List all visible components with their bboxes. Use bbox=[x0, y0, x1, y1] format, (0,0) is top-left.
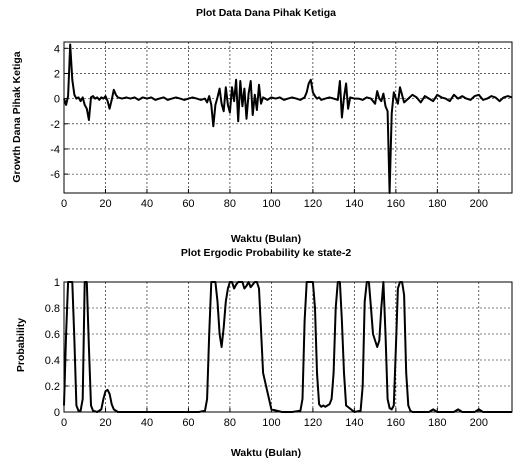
x-tick-label: 100 bbox=[262, 417, 280, 429]
y-tick-label: -4 bbox=[50, 144, 60, 156]
y-tick-label: 0.8 bbox=[45, 303, 60, 315]
x-tick-label: 80 bbox=[224, 198, 236, 210]
chart-title: Plot Ergodic Probability ke state-2 bbox=[181, 247, 352, 259]
y-axis-label: Growth Dana Pihak Ketiga bbox=[11, 51, 23, 182]
x-tick-label: 200 bbox=[470, 198, 488, 210]
x-tick-label: 0 bbox=[61, 417, 67, 429]
x-tick-label: 20 bbox=[99, 417, 111, 429]
x-axis-label: Waktu (Bulan) bbox=[231, 447, 301, 459]
x-tick-label: 120 bbox=[304, 198, 322, 210]
x-tick-label: 80 bbox=[224, 417, 236, 429]
x-tick-label: 200 bbox=[470, 417, 488, 429]
chart-title: Plot Data Dana Pihak Ketiga bbox=[196, 7, 336, 19]
x-tick-label: 140 bbox=[345, 198, 363, 210]
series-line bbox=[63, 43, 513, 194]
x-axis-label: Waktu (Bulan) bbox=[231, 233, 301, 245]
y-axis-label: Probability bbox=[15, 318, 27, 372]
x-tick-label: 60 bbox=[182, 417, 194, 429]
x-tick-label: 180 bbox=[428, 417, 446, 429]
x-tick-label: 40 bbox=[141, 198, 153, 210]
series-line bbox=[63, 281, 512, 413]
chart-ergodic-probability: Plot Ergodic Probability ke state-2 0 20 4… bbox=[15, 247, 513, 459]
y-tick-label: 0.4 bbox=[45, 355, 60, 367]
x-tick-label: 160 bbox=[387, 198, 405, 210]
y-tick-label: 1 bbox=[54, 277, 60, 289]
y-tick-label: -6 bbox=[50, 169, 60, 181]
plot-area-frame bbox=[63, 281, 513, 413]
x-tick-label: 120 bbox=[304, 417, 322, 429]
x-tick-label: 180 bbox=[428, 198, 446, 210]
x-tick-label: 100 bbox=[262, 198, 280, 210]
x-tick-label: 60 bbox=[182, 198, 194, 210]
y-tick-label: 0.6 bbox=[45, 329, 60, 341]
y-tick-label: 4 bbox=[54, 43, 60, 55]
x-tick-label: 0 bbox=[61, 198, 67, 210]
y-tick-label: 0.2 bbox=[45, 381, 60, 393]
y-tick-label: 2 bbox=[54, 68, 60, 80]
y-tick-label: -2 bbox=[50, 119, 60, 131]
chart-growth-dana-pihak-ketiga: Plot Data Dana Pihak Ketiga 0 20 40 60 80 100… bbox=[11, 7, 513, 245]
x-tick-label: 160 bbox=[387, 417, 405, 429]
x-tick-label: 20 bbox=[99, 198, 111, 210]
y-tick-label: 0 bbox=[54, 94, 60, 106]
x-tick-label: 140 bbox=[345, 417, 363, 429]
plot-area-frame bbox=[63, 41, 513, 194]
y-tick-label: 0 bbox=[54, 407, 60, 419]
x-tick-label: 40 bbox=[141, 417, 153, 429]
